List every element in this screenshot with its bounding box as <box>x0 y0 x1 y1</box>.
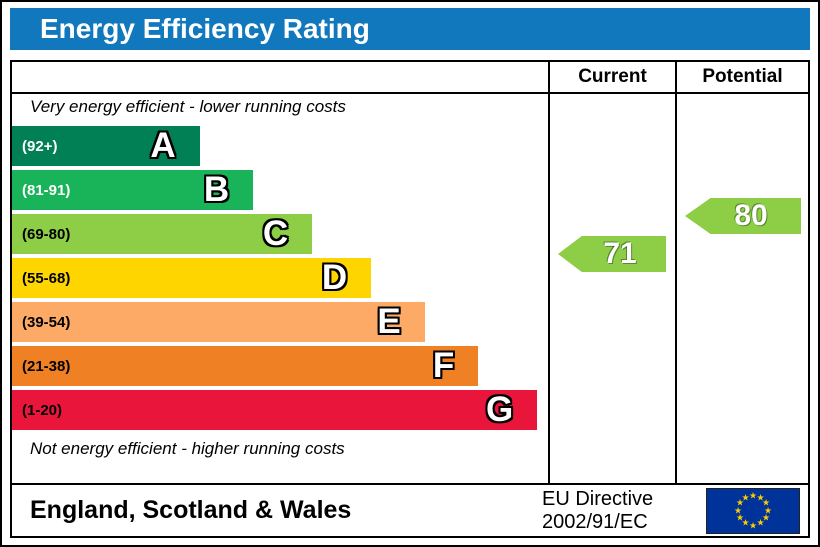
band-letter: B <box>203 170 230 209</box>
band-bar-c: (69-80) C <box>12 214 313 254</box>
bands-area: Very energy efficient - lower running co… <box>12 94 548 483</box>
footer: England, Scotland & Wales EU Directive 2… <box>10 483 810 538</box>
band-range: (81-91) <box>22 181 71 199</box>
band-bar-b: (81-91) B <box>12 170 254 210</box>
region-label: England, Scotland & Wales <box>30 496 352 524</box>
eu-directive-line1: EU Directive <box>542 487 654 510</box>
band-row-f: (21-38) F <box>12 346 548 386</box>
band-bar-e: (39-54) E <box>12 302 425 342</box>
potential-rating-cell: 80 <box>675 94 808 483</box>
band-bar-f: (21-38) F <box>12 346 479 386</box>
band-bar-a: (92+) A <box>12 126 200 166</box>
current-column-header: Current <box>548 62 675 94</box>
band-letter: G <box>486 390 514 429</box>
band-letter: C <box>262 214 289 253</box>
band-row-e: (39-54) E <box>12 302 548 342</box>
header-spacer <box>12 62 548 94</box>
eu-directive-line2: 2002/91/EC <box>542 510 648 533</box>
top-note: Very energy efficient - lower running co… <box>30 97 346 116</box>
potential-column-header: Potential <box>675 62 808 94</box>
band-range: (39-54) <box>22 313 71 331</box>
bottom-note: Not energy efficient - higher running co… <box>30 439 345 458</box>
band-range: (92+) <box>22 137 58 155</box>
band-row-d: (55-68) D <box>12 258 548 298</box>
band-range: (1-20) <box>22 401 63 419</box>
band-letter: D <box>321 258 348 297</box>
band-letter: F <box>432 346 455 385</box>
potential-rating-value: 80 <box>734 199 768 232</box>
potential-rating-arrow: 80 <box>685 198 801 234</box>
page-title: Energy Efficiency Rating <box>10 8 810 50</box>
band-bar-g: (1-20) G <box>12 390 538 430</box>
band-row-c: (69-80) C <box>12 214 548 254</box>
eu-flag-icon: ★ ★ ★ ★ ★ ★ ★ ★ ★ ★ ★ ★ <box>706 487 800 534</box>
eu-directive-label: EU Directive 2002/91/EC <box>542 488 690 534</box>
band-letter: E <box>377 302 401 341</box>
band-range: (55-68) <box>22 269 71 287</box>
current-rating-arrow: 71 <box>558 236 666 272</box>
band-row-g: (1-20) G <box>12 390 548 430</box>
current-rating-cell: 71 <box>548 94 675 483</box>
band-row-b: (81-91) B <box>12 170 548 210</box>
rating-chart: Current Potential Very energy efficient … <box>10 60 810 485</box>
band-bar-d: (55-68) D <box>12 258 372 298</box>
band-letter: A <box>150 126 176 165</box>
band-range: (21-38) <box>22 357 71 375</box>
band-row-a: (92+) A <box>12 126 548 166</box>
current-rating-value: 71 <box>603 237 637 270</box>
band-range: (69-80) <box>22 225 71 243</box>
